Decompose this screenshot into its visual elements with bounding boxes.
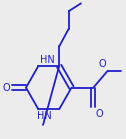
Text: HN: HN [40,55,55,65]
Text: O: O [98,59,106,69]
Text: O: O [95,109,103,119]
Text: HN: HN [37,111,52,121]
Text: O: O [2,83,10,93]
